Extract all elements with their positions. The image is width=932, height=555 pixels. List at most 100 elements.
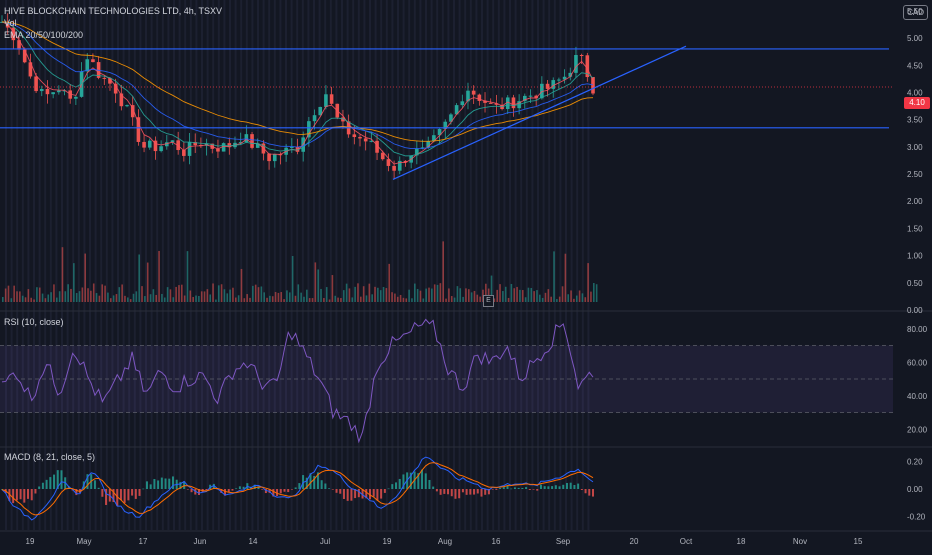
volume-bar <box>195 295 197 302</box>
macd-histogram-bar <box>186 489 189 490</box>
candle-body <box>102 77 107 79</box>
volume-bar <box>132 293 135 302</box>
candle-body <box>11 27 16 41</box>
volume-legend[interactable]: Vol <box>4 18 17 28</box>
candle-body <box>28 62 33 77</box>
macd-axis-label: 0.00 <box>907 485 923 494</box>
macd-histogram-bar <box>573 484 576 489</box>
volume-bar <box>362 286 365 302</box>
volume-bar <box>470 292 473 302</box>
candle-body <box>74 96 78 99</box>
volume-bar <box>539 294 541 302</box>
volume-bar <box>181 284 183 302</box>
macd-histogram-bar <box>272 489 275 497</box>
volume-bar <box>75 293 78 302</box>
macd-histogram-bar <box>324 483 327 489</box>
macd-histogram-bar <box>454 489 457 499</box>
volume-bar <box>587 263 589 302</box>
signal-line <box>1 462 594 516</box>
volume-bar <box>368 283 371 302</box>
macd-histogram-bar <box>224 489 227 496</box>
candle-body <box>523 95 527 102</box>
volume-bar <box>27 289 30 302</box>
volume-bar <box>593 282 595 302</box>
volume-bar <box>81 287 84 302</box>
volume-bar <box>58 291 61 302</box>
volume-bar <box>334 295 337 302</box>
volume-bar <box>479 296 481 302</box>
volume-bar <box>391 292 393 302</box>
candle-body <box>125 105 129 107</box>
volume-bar <box>561 286 564 302</box>
volume-bar <box>382 286 385 302</box>
volume-bar <box>13 285 15 302</box>
macd-histogram-bar <box>320 480 323 489</box>
volume-bar <box>84 253 86 302</box>
time-axis-label: Nov <box>793 537 807 546</box>
macd-legend[interactable]: MACD (8, 21, close, 5) <box>4 452 96 462</box>
macd-histogram-bar <box>447 489 450 495</box>
macd-histogram-bar <box>368 489 371 500</box>
candle-body <box>272 154 277 162</box>
volume-bar <box>473 290 476 302</box>
volume-bar <box>33 299 35 302</box>
rsi-legend[interactable]: RSI (10, close) <box>4 317 64 327</box>
volume-bar <box>16 291 18 302</box>
volume-bar <box>377 287 379 302</box>
candle-body <box>170 140 175 143</box>
macd-histogram-bar <box>157 480 160 489</box>
macd-histogram-bar <box>558 486 561 489</box>
volume-bar <box>573 298 575 302</box>
macd-histogram-bar <box>350 489 353 501</box>
volume-bar <box>249 297 251 302</box>
candle-body <box>57 90 61 93</box>
time-axis-label: 15 <box>854 537 863 546</box>
candle-body <box>460 101 465 106</box>
macd-histogram-bar <box>257 486 260 489</box>
macd-histogram-bar <box>75 489 78 496</box>
macd-histogram-bar <box>34 489 37 494</box>
macd-histogram-bar <box>294 487 297 489</box>
volume-bar <box>308 298 311 302</box>
macd-histogram-bar <box>331 489 334 490</box>
macd-histogram-bar <box>305 477 308 489</box>
volume-bar <box>439 283 442 302</box>
macd-axis-label: -0.20 <box>907 512 926 521</box>
volume-bar <box>178 285 180 302</box>
macd-histogram-bar <box>391 484 394 489</box>
volume-bar <box>482 289 484 302</box>
volume-bar <box>127 297 129 302</box>
volume-bar <box>10 298 13 302</box>
macd-histogram-bar <box>168 478 171 489</box>
volume-bar <box>161 293 163 302</box>
volume-bar <box>558 296 561 302</box>
earnings-marker[interactable]: E <box>483 295 494 307</box>
volume-bar <box>61 247 64 302</box>
volume-bar <box>206 289 209 302</box>
volume-bar <box>337 297 339 302</box>
macd-histogram-bar <box>569 482 572 489</box>
volume-bar <box>578 290 581 302</box>
ema-legend[interactable]: EMA 20/50/100/200 <box>4 30 84 40</box>
currency-badge[interactable]: CAD <box>903 5 928 20</box>
candle-body <box>307 121 311 138</box>
symbol-title[interactable]: HIVE BLOCKCHAIN TECHNOLOGIES LTD, 4h, TS… <box>4 6 223 16</box>
candle-body <box>329 94 334 104</box>
macd-histogram-bar <box>242 486 245 489</box>
volume-bar <box>413 283 416 302</box>
volume-bar <box>121 284 123 302</box>
time-axis-label: 17 <box>139 537 148 546</box>
macd-histogram-bar <box>287 489 290 493</box>
volume-bar <box>402 297 405 302</box>
candle-body <box>164 142 169 147</box>
volume-bar <box>311 298 314 302</box>
volume-bar <box>493 298 496 302</box>
volume-bar <box>297 284 300 302</box>
volume-bar <box>541 297 544 302</box>
candle-body <box>579 55 584 57</box>
time-axis-label: May <box>76 537 91 546</box>
macd-histogram-bar <box>465 489 468 495</box>
macd-histogram-bar <box>354 489 357 499</box>
